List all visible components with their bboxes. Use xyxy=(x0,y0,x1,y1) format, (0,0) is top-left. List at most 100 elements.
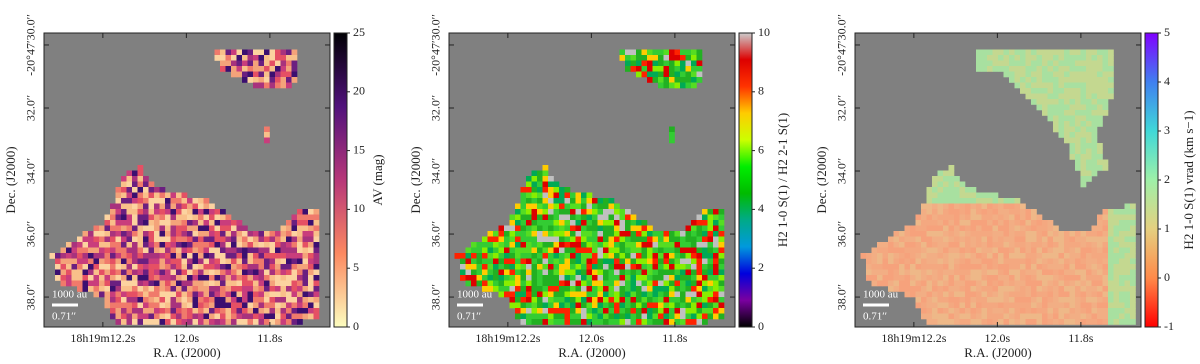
map-pixel xyxy=(1114,319,1120,325)
map-pixel xyxy=(532,264,538,270)
map-pixel xyxy=(1042,72,1048,78)
map-pixel xyxy=(160,237,166,243)
map-pixel xyxy=(1026,226,1032,232)
colorbar-tick-label: 4 xyxy=(1164,74,1170,88)
map-pixel xyxy=(1053,281,1059,287)
map-pixel xyxy=(603,314,609,320)
map-pixel xyxy=(587,270,593,276)
map-pixel xyxy=(1103,286,1109,292)
map-pixel xyxy=(204,275,210,281)
map-pixel xyxy=(537,264,543,270)
map-pixel xyxy=(982,50,988,56)
map-pixel xyxy=(149,319,155,325)
map-pixel xyxy=(559,226,565,232)
map-pixel xyxy=(697,242,703,248)
map-pixel xyxy=(286,308,292,314)
map-pixel xyxy=(554,187,560,193)
map-pixel xyxy=(270,297,276,303)
map-pixel xyxy=(198,275,204,281)
map-pixel xyxy=(932,292,938,298)
map-pixel xyxy=(1103,264,1109,270)
map-pixel xyxy=(614,281,620,287)
map-pixel xyxy=(877,275,883,281)
map-pixel xyxy=(1009,308,1015,314)
map-pixel xyxy=(592,286,598,292)
map-pixel xyxy=(954,259,960,265)
map-pixel xyxy=(653,231,659,237)
map-pixel xyxy=(587,237,593,243)
map-pixel xyxy=(182,204,188,210)
map-pixel xyxy=(938,292,944,298)
map-pixel xyxy=(636,270,642,276)
map-pixel xyxy=(927,297,933,303)
map-pixel xyxy=(171,292,177,298)
map-pixel xyxy=(521,237,527,243)
map-pixel xyxy=(708,253,714,259)
map-pixel xyxy=(587,275,593,281)
map-pixel xyxy=(127,264,133,270)
map-pixel xyxy=(932,187,938,193)
map-pixel xyxy=(127,215,133,221)
map-pixel xyxy=(943,176,949,182)
map-pixel xyxy=(949,171,955,177)
map-pixel xyxy=(198,215,204,221)
map-pixel xyxy=(866,259,872,265)
map-pixel xyxy=(1097,121,1103,127)
map-pixel xyxy=(1075,308,1081,314)
map-pixel xyxy=(1042,248,1048,254)
map-pixel xyxy=(976,253,982,259)
map-pixel xyxy=(686,281,692,287)
map-pixel xyxy=(888,270,894,276)
map-pixel xyxy=(943,226,949,232)
map-pixel xyxy=(515,303,521,309)
map-pixel xyxy=(187,303,193,309)
map-pixel xyxy=(872,248,878,254)
map-pixel xyxy=(226,319,232,325)
map-pixel xyxy=(215,242,221,248)
map-pixel xyxy=(576,193,582,199)
x-tick-label: 11.8s xyxy=(662,331,688,345)
map-pixel xyxy=(932,215,938,221)
map-pixel xyxy=(1009,231,1015,237)
map-pixel xyxy=(697,55,703,61)
map-pixel xyxy=(559,237,565,243)
map-pixel xyxy=(603,253,609,259)
map-pixel xyxy=(631,226,637,232)
map-pixel xyxy=(708,281,714,287)
map-pixel xyxy=(303,220,309,226)
map-pixel xyxy=(625,314,631,320)
map-pixel xyxy=(182,237,188,243)
map-pixel xyxy=(570,242,576,248)
map-pixel xyxy=(237,275,243,281)
map-pixel xyxy=(220,226,226,232)
map-pixel xyxy=(242,66,248,72)
map-pixel xyxy=(675,253,681,259)
y-tick-label: 38.0′′ xyxy=(835,284,849,311)
map-pixel xyxy=(691,259,697,265)
map-pixel xyxy=(1059,105,1065,111)
map-pixel xyxy=(565,253,571,259)
map-pixel xyxy=(275,286,281,292)
map-pixel xyxy=(242,77,248,83)
map-pixel xyxy=(488,242,494,248)
map-pixel xyxy=(1042,253,1048,259)
map-pixel xyxy=(264,231,270,237)
map-pixel xyxy=(943,319,949,325)
map-pixel xyxy=(231,270,237,276)
map-pixel xyxy=(1031,319,1037,325)
map-pixel xyxy=(281,66,287,72)
map-pixel xyxy=(910,226,916,232)
map-pixel xyxy=(998,314,1004,320)
map-pixel xyxy=(927,242,933,248)
map-pixel xyxy=(943,292,949,298)
map-pixel xyxy=(526,231,532,237)
map-pixel xyxy=(1015,292,1021,298)
map-pixel xyxy=(932,286,938,292)
map-pixel xyxy=(1125,215,1131,221)
map-pixel xyxy=(965,215,971,221)
map-pixel xyxy=(664,66,670,72)
map-pixel xyxy=(264,61,270,67)
map-pixel xyxy=(160,231,166,237)
map-pixel xyxy=(636,55,642,61)
map-pixel xyxy=(515,215,521,221)
